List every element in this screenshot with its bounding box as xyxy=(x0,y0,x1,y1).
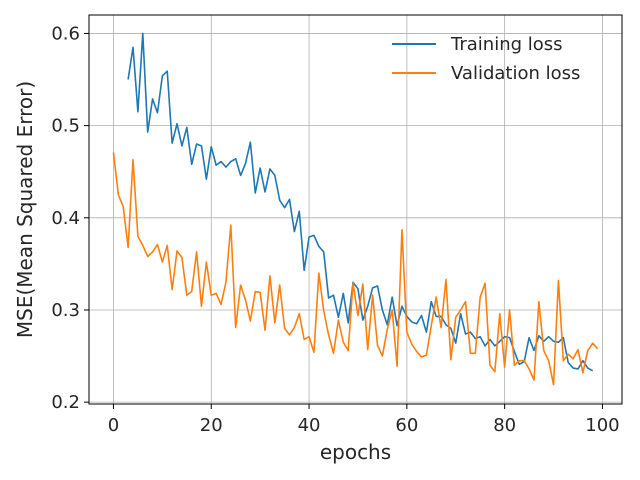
series-line-validation-loss xyxy=(112,152,599,386)
x-tick-label: 80 xyxy=(493,415,516,436)
x-tick-label: 20 xyxy=(200,415,223,436)
grid-lines xyxy=(89,15,622,404)
plot-frame xyxy=(88,14,623,405)
y-tick-label: 0.6 xyxy=(51,23,80,44)
series-line-training-loss xyxy=(127,32,594,372)
y-axis-label: MSE(Mean Squared Error) xyxy=(13,81,37,338)
legend-label: Training loss xyxy=(450,34,563,55)
x-tick-label: 60 xyxy=(395,415,418,436)
y-tick-label: 0.5 xyxy=(51,116,80,137)
legend: Training loss Validation loss xyxy=(392,34,580,84)
axis-ticks: 0 20 40 60 80 100 0.2 0.3 0.4 0.5 0.6 xyxy=(51,23,619,436)
x-tick-label: 0 xyxy=(108,415,119,436)
x-tick-label: 40 xyxy=(298,415,321,436)
y-tick-label: 0.3 xyxy=(51,300,80,321)
series-group xyxy=(112,32,599,386)
y-tick-label: 0.4 xyxy=(51,208,80,229)
x-tick-label: 100 xyxy=(585,415,619,436)
y-tick-label: 0.2 xyxy=(51,392,80,413)
legend-label: Validation loss xyxy=(451,63,580,84)
x-axis-label: epochs xyxy=(320,440,391,464)
